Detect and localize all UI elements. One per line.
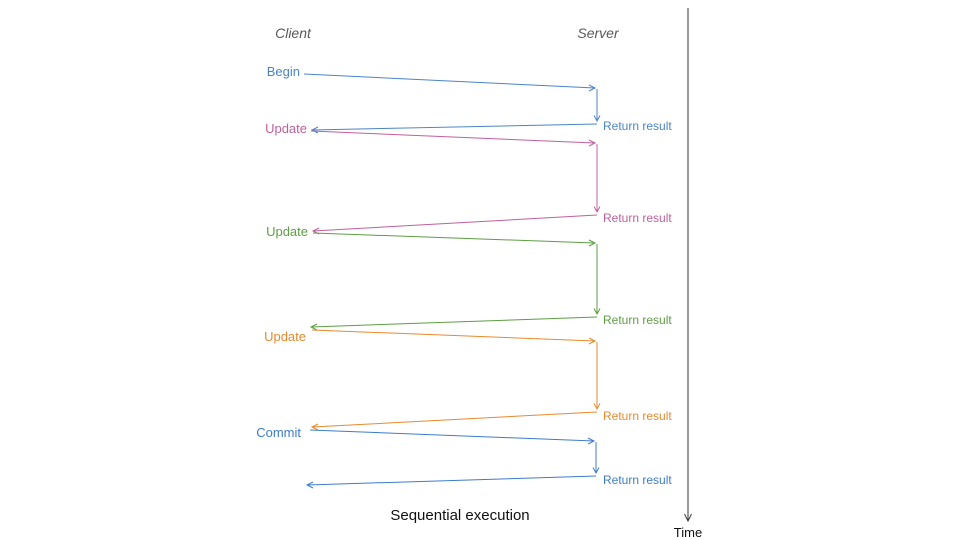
time-axis-label: Time [674,525,702,540]
begin-processing-arrowhead-icon [593,115,601,123]
update1-label: Update [265,121,307,136]
update1-return-label: Return result [603,211,672,225]
message-update2-group [309,232,601,331]
update2-call-line [312,232,596,244]
time-axis-arrowhead-icon [684,513,692,523]
begin-return-arrowhead-icon [310,126,319,134]
time-axis [684,8,692,523]
update1-call-arrowhead-icon [588,139,597,147]
update3-return-label: Return result [603,409,672,423]
commit-call-arrowhead-icon [587,437,596,445]
message-begin-group [303,73,601,134]
begin-return-label: Return result [603,119,672,133]
commit-return-line [306,475,597,486]
update1-processing-arrowhead-icon [593,206,601,214]
update1-call-line [310,130,596,144]
update2-call-arrowhead-icon [588,239,597,247]
begin-call-arrowhead-icon [588,84,597,92]
update3-label: Update [264,329,306,344]
begin-return-line [311,123,598,131]
update1-return-line [312,214,598,232]
server-header: Server [577,25,620,41]
client-header: Client [275,25,312,41]
commit-return-arrowhead-icon [305,481,314,489]
begin-label: Begin [267,64,300,79]
update3-call-line [311,329,596,342]
update2-return-arrowhead-icon [309,323,318,331]
commit-label: Commit [256,425,301,440]
update3-return-arrowhead-icon [310,423,319,431]
update3-return-line [311,411,598,428]
update2-label: Update [266,224,308,239]
message-commit-group [305,429,600,489]
commit-processing-arrowhead-icon [592,467,600,475]
update2-return-label: Return result [603,313,672,327]
update2-processing-arrowhead-icon [593,308,601,316]
message-update1-group [310,130,601,235]
message-update3-group [310,329,601,431]
update3-call-arrowhead-icon [588,337,597,345]
commit-return-label: Return result [603,473,672,487]
update2-return-line [310,316,598,328]
diagram-title: Sequential execution [390,507,529,524]
update3-processing-arrowhead-icon [593,403,601,411]
commit-call-line [309,429,595,442]
begin-call-line [303,73,596,89]
